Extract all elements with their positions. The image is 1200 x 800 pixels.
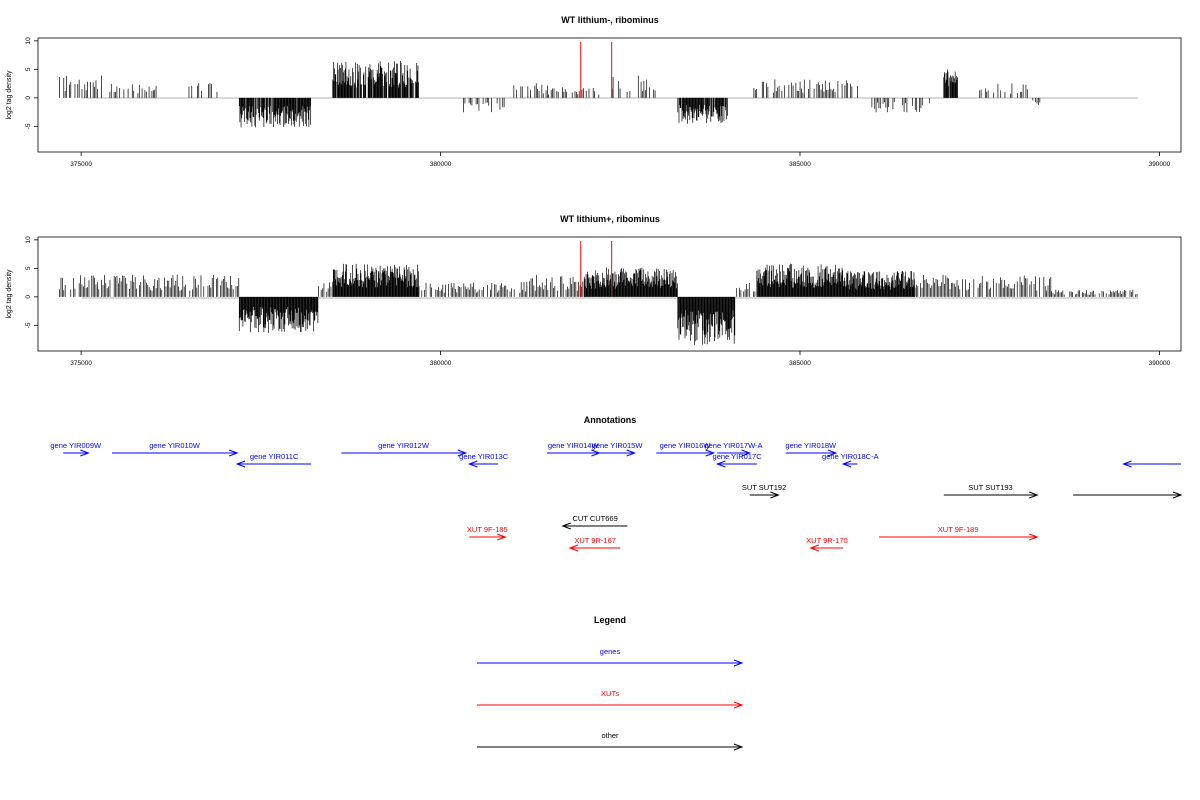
feature-arrowhead (1029, 533, 1039, 541)
x-tick-label: 380000 (430, 161, 452, 168)
panel-1-bars (59, 61, 1041, 128)
feature-label: gene YIR017C (713, 452, 763, 461)
feature-arrowhead (741, 449, 752, 457)
y-tick-label: 10 (25, 236, 32, 244)
feature-label: gene YIR018W (785, 441, 837, 450)
legend-arrowhead (733, 659, 744, 667)
y-tick-label: 0 (25, 96, 32, 100)
panel-2: WT lithium+, ribominus log2 tag density … (6, 214, 1182, 367)
feature-arrowhead (80, 449, 90, 457)
feature-label: CUT CUT669 (572, 514, 617, 523)
feature-label: gene YIR015W (592, 441, 644, 450)
legend-arrowhead (733, 743, 744, 751)
feature-label: gene YIR017W-A (704, 441, 762, 450)
feature-arrowhead (1122, 460, 1132, 468)
feature-label: SUT SUT193 (968, 483, 1012, 492)
annotations-title: Annotations (584, 415, 637, 425)
panel-1-axes: 10 5 0 -5 375000 380000 385000 390000 (25, 37, 1171, 168)
y-tick-label: -5 (25, 123, 32, 129)
x-tick-label: 385000 (789, 161, 811, 168)
legend-label: other (601, 731, 619, 740)
legend-arrowhead (733, 701, 744, 709)
y-tick-label: 5 (25, 67, 32, 71)
x-tick-label: 375000 (70, 161, 92, 168)
panel-2-ylabel: log2 tag density (6, 269, 13, 319)
feature-label: gene YIR016W (660, 441, 712, 450)
feature-label: gene YIR018C-A (822, 452, 879, 461)
feature-label: gene YIR012W (378, 441, 430, 450)
panel-2-frame (37, 236, 1182, 352)
panel-1-markers (580, 42, 613, 98)
feature-arrowhead (561, 522, 571, 530)
feature-label: gene YIR009W (50, 441, 102, 450)
feature-label: XUT 9F-185 (467, 525, 508, 534)
x-tick-label: 385000 (789, 360, 811, 367)
y-tick-label: 0 (25, 295, 32, 299)
y-tick-label: 10 (25, 37, 32, 45)
feature-arrowhead (235, 460, 246, 468)
panel-2-bars (59, 263, 1138, 345)
feature-label: gene YIR011C (250, 452, 299, 461)
feature-arrowhead (467, 460, 478, 468)
panel-1-ylabel: log2 tag density (6, 70, 13, 120)
feature-label: XUT 9F-189 (938, 525, 979, 534)
panel-1: WT lithium-, ribominus log2 tag density … (6, 15, 1182, 168)
y-tick-label: -5 (25, 322, 32, 328)
y-tick-label: 5 (25, 266, 32, 270)
panel-2-axes: 10 5 0 -5 375000 380000 385000 390000 (25, 236, 1171, 367)
feature-arrowhead (715, 460, 726, 468)
feature-arrowhead (568, 544, 579, 552)
legend-label: genes (600, 647, 621, 656)
x-tick-label: 390000 (1149, 161, 1171, 168)
feature-label: gene YIR010W (149, 441, 201, 450)
legend: Legend genes XUTs other (477, 615, 744, 751)
feature-label: SUT SUT192 (742, 483, 786, 492)
x-tick-label: 380000 (430, 360, 452, 367)
x-tick-label: 390000 (1149, 360, 1171, 367)
feature-label: gene YIR013C (459, 452, 509, 461)
feature-label: gene YIR014W (548, 441, 600, 450)
panel-2-title: WT lithium+, ribominus (560, 214, 660, 224)
legend-title: Legend (594, 615, 626, 625)
feature-arrowhead (827, 449, 838, 457)
feature-arrowhead (705, 449, 716, 457)
feature-label: XUT 9R-170 (806, 536, 848, 545)
legend-label: XUTs (601, 689, 619, 698)
feature-arrowhead (497, 533, 507, 541)
x-tick-label: 375000 (70, 360, 92, 367)
feature-arrowhead (457, 449, 468, 457)
annotation-features: gene YIR009W gene YIR010W gene YIR011C gene… (50, 441, 1183, 552)
legend-items: genes XUTs other (477, 647, 744, 751)
feature-arrowhead (1172, 491, 1183, 499)
feature-arrowhead (841, 460, 852, 468)
feature-arrowhead (770, 491, 780, 499)
feature-label: XUT 9R-167 (574, 536, 616, 545)
feature-arrowhead (626, 449, 637, 457)
panel-1-frame (37, 37, 1182, 153)
annotations-track: Annotations gene YIR009W gene YIR010Wgene… (50, 415, 1183, 552)
panel-1-title: WT lithium-, ribominus (561, 15, 659, 25)
panel-2-markers (580, 241, 613, 297)
feature-arrowhead (1029, 491, 1039, 499)
feature-arrowhead (809, 544, 819, 552)
feature-arrowhead (228, 449, 239, 457)
